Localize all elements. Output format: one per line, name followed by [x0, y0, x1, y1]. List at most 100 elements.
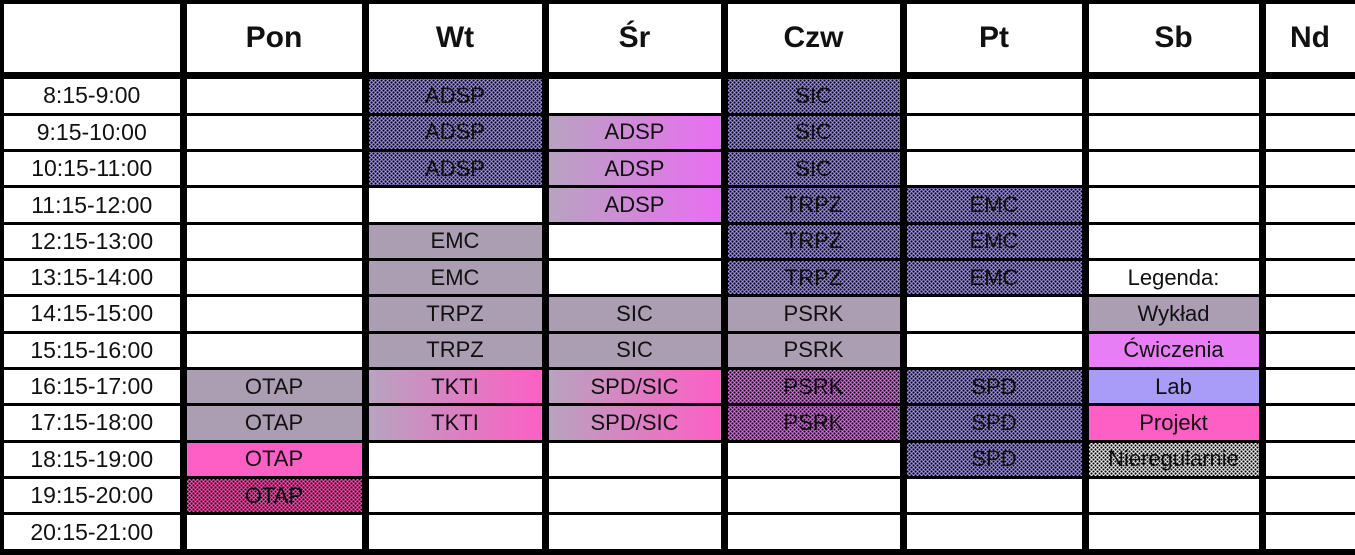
empty-cell	[1081, 512, 1266, 555]
course-cell: OTAP	[179, 366, 369, 407]
empty-cell	[1258, 439, 1355, 479]
course-cell: TRPZ	[361, 294, 549, 334]
empty-cell	[899, 74, 1089, 116]
empty-cell	[1258, 149, 1355, 189]
empty-cell	[541, 475, 728, 516]
time-slot-label: 11:15-12:00	[0, 185, 187, 225]
header-row: Pon Wt Śr Czw Pt Sb Nd	[0, 0, 1355, 79]
legend-wyklad: Wykład	[1081, 294, 1266, 334]
table-row: 13:15-14:00 EMC TRPZ EMC Legenda:	[0, 257, 1355, 298]
table-row: 11:15-12:00 ADSP TRPZ EMC	[0, 185, 1355, 225]
empty-cell	[1258, 185, 1355, 225]
time-slot-label: 8:15-9:00	[0, 74, 187, 116]
timetable-body: 8:15-9:00 ADSP SIC 9:15-10:00 ADSP ADSP SIC 10:…	[0, 74, 1355, 555]
course-cell: TRPZ	[720, 185, 907, 225]
empty-cell	[720, 475, 907, 516]
course-cell: ADSP	[541, 112, 728, 153]
empty-cell	[541, 257, 728, 298]
empty-cell	[179, 112, 369, 153]
course-cell: TKTI	[361, 366, 549, 407]
time-slot-label: 19:15-20:00	[0, 475, 187, 516]
time-slot-label: 17:15-18:00	[0, 403, 187, 443]
empty-cell	[179, 294, 369, 334]
legend-projekt: Projekt	[1081, 403, 1266, 443]
course-cell: OTAP	[179, 475, 369, 516]
table-row: 20:15-21:00	[0, 512, 1355, 555]
course-cell: ADSP	[541, 185, 728, 225]
empty-cell	[541, 74, 728, 116]
course-cell: SPD/SIC	[541, 403, 728, 443]
course-cell: ADSP	[361, 112, 549, 153]
legend-cwiczenia: Ćwiczenia	[1081, 330, 1266, 370]
course-cell: SPD	[899, 439, 1089, 479]
table-row: 12:15-13:00 EMC TRPZ EMC	[0, 221, 1355, 261]
empty-cell	[179, 257, 369, 298]
course-cell: SIC	[720, 112, 907, 153]
table-row: 17:15-18:00 OTAP TKTI SPD/SIC PSRK SPD Projekt	[0, 403, 1355, 443]
empty-cell	[1258, 366, 1355, 407]
table-row: 8:15-9:00 ADSP SIC	[0, 74, 1355, 116]
empty-cell	[179, 221, 369, 261]
empty-cell	[541, 512, 728, 555]
empty-cell	[720, 439, 907, 479]
time-slot-label: 10:15-11:00	[0, 149, 187, 189]
legend-lab: Lab	[1081, 366, 1266, 407]
table-row: 9:15-10:00 ADSP ADSP SIC	[0, 112, 1355, 153]
table-row: 15:15-16:00 TRPZ SIC PSRK Ćwiczenia	[0, 330, 1355, 370]
course-cell: ADSP	[361, 149, 549, 189]
empty-cell	[899, 294, 1089, 334]
course-cell: SIC	[541, 294, 728, 334]
empty-cell	[899, 512, 1089, 555]
course-cell: SIC	[720, 74, 907, 116]
table-row: 10:15-11:00 ADSP ADSP SIC	[0, 149, 1355, 189]
empty-cell	[1081, 112, 1266, 153]
empty-cell	[1258, 512, 1355, 555]
empty-cell	[541, 439, 728, 479]
course-cell: ADSP	[541, 149, 728, 189]
time-slot-label: 16:15-17:00	[0, 366, 187, 407]
time-slot-label: 13:15-14:00	[0, 257, 187, 298]
empty-cell	[1258, 475, 1355, 516]
time-slot-label: 20:15-21:00	[0, 512, 187, 555]
time-slot-label: 15:15-16:00	[0, 330, 187, 370]
day-header-sr: Śr	[541, 0, 728, 79]
day-header-wt: Wt	[361, 0, 549, 79]
table-row: 14:15-15:00 TRPZ SIC PSRK Wykład	[0, 294, 1355, 334]
course-cell: EMC	[899, 221, 1089, 261]
course-cell: TRPZ	[720, 221, 907, 261]
day-header-nd: Nd	[1258, 0, 1355, 79]
empty-cell	[1258, 112, 1355, 153]
time-slot-label: 12:15-13:00	[0, 221, 187, 261]
empty-cell	[361, 512, 549, 555]
course-cell: SPD	[899, 366, 1089, 407]
legend-title: Legenda:	[1081, 257, 1266, 298]
course-cell: PSRK	[720, 330, 907, 370]
course-cell: SPD/SIC	[541, 366, 728, 407]
empty-cell	[1081, 475, 1266, 516]
empty-cell	[899, 149, 1089, 189]
empty-cell	[179, 330, 369, 370]
day-header-sb: Sb	[1081, 0, 1266, 79]
course-cell: PSRK	[720, 366, 907, 407]
course-cell: EMC	[361, 221, 549, 261]
table-row: 19:15-20:00 OTAP	[0, 475, 1355, 516]
corner-cell	[0, 0, 187, 79]
empty-cell	[1258, 221, 1355, 261]
course-cell: PSRK	[720, 294, 907, 334]
day-header-czw: Czw	[720, 0, 907, 79]
course-cell: EMC	[899, 257, 1089, 298]
course-cell: TRPZ	[720, 257, 907, 298]
time-slot-label: 9:15-10:00	[0, 112, 187, 153]
time-slot-label: 14:15-15:00	[0, 294, 187, 334]
course-cell: SPD	[899, 403, 1089, 443]
time-slot-label: 18:15-19:00	[0, 439, 187, 479]
timetable-header: Pon Wt Śr Czw Pt Sb Nd	[0, 0, 1355, 79]
empty-cell	[1258, 403, 1355, 443]
legend-nieregularnie: Nieregularnie	[1081, 439, 1266, 479]
table-row: 16:15-17:00 OTAP TKTI SPD/SIC PSRK SPD Lab	[0, 366, 1355, 407]
empty-cell	[179, 149, 369, 189]
empty-cell	[1258, 257, 1355, 298]
empty-cell	[1081, 185, 1266, 225]
